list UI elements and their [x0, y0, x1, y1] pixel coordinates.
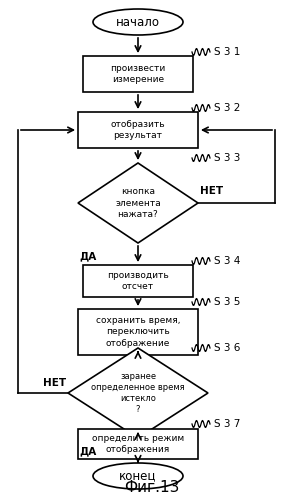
Text: S 3 4: S 3 4: [214, 256, 240, 266]
Text: S 3 2: S 3 2: [214, 103, 240, 113]
Text: ДА: ДА: [79, 251, 97, 261]
Text: произвести
измерение: произвести измерение: [110, 64, 166, 84]
FancyBboxPatch shape: [78, 112, 198, 148]
Text: Фиг.13: Фиг.13: [124, 480, 180, 495]
Text: заранее
определенное время
истекло
?: заранее определенное время истекло ?: [91, 372, 185, 414]
Polygon shape: [78, 163, 198, 243]
FancyBboxPatch shape: [83, 265, 193, 297]
Text: S 3 5: S 3 5: [214, 297, 240, 307]
Text: производить
отсчет: производить отсчет: [107, 271, 169, 291]
Ellipse shape: [93, 9, 183, 35]
Text: S 3 1: S 3 1: [214, 47, 240, 57]
Text: начало: начало: [116, 16, 160, 28]
Text: ДА: ДА: [79, 446, 97, 456]
Text: конец: конец: [119, 470, 157, 482]
Text: НЕТ: НЕТ: [43, 378, 66, 388]
Text: S 3 6: S 3 6: [214, 343, 240, 353]
Polygon shape: [68, 348, 208, 438]
Text: сохранить время,
переключить
отображение: сохранить время, переключить отображение: [96, 316, 180, 348]
FancyBboxPatch shape: [83, 56, 193, 92]
FancyBboxPatch shape: [78, 309, 198, 355]
Text: НЕТ: НЕТ: [200, 186, 223, 196]
Text: отобразить
результат: отобразить результат: [111, 120, 165, 140]
Text: определить режим
отображения: определить режим отображения: [92, 434, 184, 454]
Text: S 3 3: S 3 3: [214, 153, 240, 163]
Text: S 3 7: S 3 7: [214, 419, 240, 429]
Ellipse shape: [93, 463, 183, 489]
FancyBboxPatch shape: [78, 429, 198, 459]
Text: кнопка
элемента
нажата?: кнопка элемента нажата?: [115, 188, 161, 218]
